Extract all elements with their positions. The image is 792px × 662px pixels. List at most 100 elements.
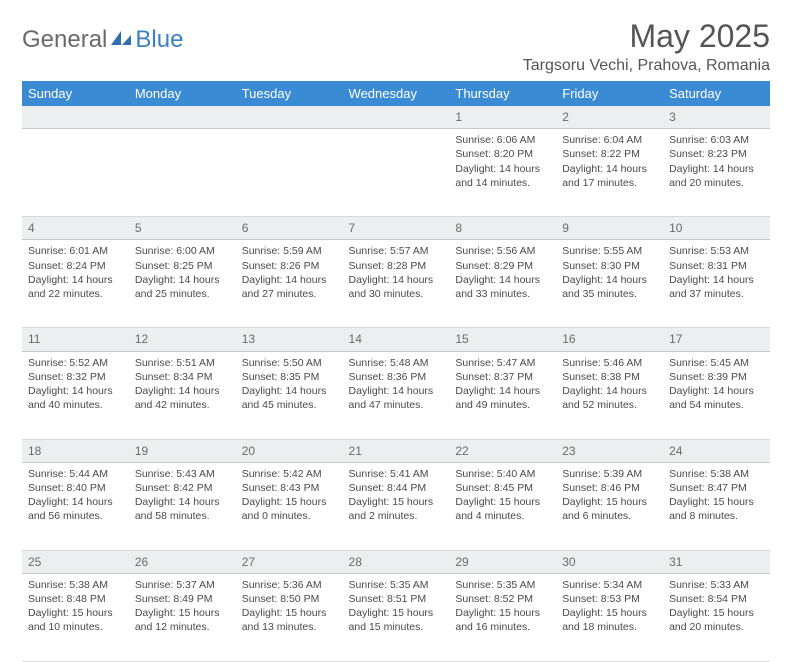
- sunrise-line: Sunrise: 5:34 AM: [562, 578, 657, 592]
- sunrise-line: Sunrise: 5:43 AM: [135, 467, 230, 481]
- day-detail-row: Sunrise: 6:01 AMSunset: 8:24 PMDaylight:…: [22, 240, 770, 328]
- day-detail-cell: [236, 129, 343, 217]
- daylight-line: Daylight: 15 hours and 10 minutes.: [28, 606, 123, 634]
- day-detail-cell: Sunrise: 5:53 AMSunset: 8:31 PMDaylight:…: [663, 240, 770, 328]
- sunrise-line: Sunrise: 6:00 AM: [135, 244, 230, 258]
- weekday-header: Sunday: [22, 81, 129, 106]
- weekday-header: Tuesday: [236, 81, 343, 106]
- daylight-line: Daylight: 14 hours and 22 minutes.: [28, 273, 123, 301]
- day-number-cell: 12: [129, 328, 236, 351]
- logo-text-general: General: [22, 26, 107, 54]
- sunset-line: Sunset: 8:46 PM: [562, 481, 657, 495]
- sunset-line: Sunset: 8:48 PM: [28, 592, 123, 606]
- day-detail-cell: Sunrise: 6:00 AMSunset: 8:25 PMDaylight:…: [129, 240, 236, 328]
- day-detail-cell: [22, 129, 129, 217]
- day-number-cell: 26: [129, 550, 236, 573]
- day-detail-cell: Sunrise: 5:44 AMSunset: 8:40 PMDaylight:…: [22, 462, 129, 550]
- sunrise-line: Sunrise: 5:56 AM: [455, 244, 550, 258]
- daylight-line: Daylight: 15 hours and 8 minutes.: [669, 495, 764, 523]
- sunset-line: Sunset: 8:45 PM: [455, 481, 550, 495]
- daylight-line: Daylight: 15 hours and 4 minutes.: [455, 495, 550, 523]
- day-detail-cell: Sunrise: 5:40 AMSunset: 8:45 PMDaylight:…: [449, 462, 556, 550]
- daylight-line: Daylight: 15 hours and 6 minutes.: [562, 495, 657, 523]
- sunrise-line: Sunrise: 5:50 AM: [242, 356, 337, 370]
- day-number-cell: 6: [236, 217, 343, 240]
- day-detail-cell: Sunrise: 5:50 AMSunset: 8:35 PMDaylight:…: [236, 351, 343, 439]
- sunset-line: Sunset: 8:40 PM: [28, 481, 123, 495]
- daylight-line: Daylight: 14 hours and 33 minutes.: [455, 273, 550, 301]
- sunrise-line: Sunrise: 5:59 AM: [242, 244, 337, 258]
- day-number-cell: [236, 106, 343, 129]
- day-detail-cell: [129, 129, 236, 217]
- sunset-line: Sunset: 8:22 PM: [562, 147, 657, 161]
- sunrise-line: Sunrise: 5:36 AM: [242, 578, 337, 592]
- day-detail-cell: Sunrise: 6:03 AMSunset: 8:23 PMDaylight:…: [663, 129, 770, 217]
- day-detail-cell: Sunrise: 5:36 AMSunset: 8:50 PMDaylight:…: [236, 573, 343, 661]
- sunset-line: Sunset: 8:49 PM: [135, 592, 230, 606]
- sunset-line: Sunset: 8:36 PM: [349, 370, 444, 384]
- sunset-line: Sunset: 8:44 PM: [349, 481, 444, 495]
- sunset-line: Sunset: 8:50 PM: [242, 592, 337, 606]
- day-number-cell: 30: [556, 550, 663, 573]
- day-detail-cell: Sunrise: 6:01 AMSunset: 8:24 PMDaylight:…: [22, 240, 129, 328]
- day-detail-cell: Sunrise: 5:45 AMSunset: 8:39 PMDaylight:…: [663, 351, 770, 439]
- day-detail-row: Sunrise: 5:38 AMSunset: 8:48 PMDaylight:…: [22, 573, 770, 661]
- sunrise-line: Sunrise: 5:46 AM: [562, 356, 657, 370]
- day-number-row: 123: [22, 106, 770, 129]
- day-detail-cell: Sunrise: 6:06 AMSunset: 8:20 PMDaylight:…: [449, 129, 556, 217]
- daylight-line: Daylight: 15 hours and 13 minutes.: [242, 606, 337, 634]
- sunset-line: Sunset: 8:39 PM: [669, 370, 764, 384]
- sunset-line: Sunset: 8:47 PM: [669, 481, 764, 495]
- daylight-line: Daylight: 14 hours and 49 minutes.: [455, 384, 550, 412]
- day-detail-cell: Sunrise: 5:51 AMSunset: 8:34 PMDaylight:…: [129, 351, 236, 439]
- sunset-line: Sunset: 8:38 PM: [562, 370, 657, 384]
- sunset-line: Sunset: 8:51 PM: [349, 592, 444, 606]
- day-number-row: 45678910: [22, 217, 770, 240]
- weekday-header: Wednesday: [343, 81, 450, 106]
- day-number-cell: 9: [556, 217, 663, 240]
- day-number-row: 18192021222324: [22, 439, 770, 462]
- day-number-cell: [22, 106, 129, 129]
- sunset-line: Sunset: 8:25 PM: [135, 259, 230, 273]
- day-number-cell: 31: [663, 550, 770, 573]
- day-number-cell: 17: [663, 328, 770, 351]
- day-number-cell: 2: [556, 106, 663, 129]
- day-number-cell: 5: [129, 217, 236, 240]
- day-number-cell: 1: [449, 106, 556, 129]
- daylight-line: Daylight: 15 hours and 18 minutes.: [562, 606, 657, 634]
- sunset-line: Sunset: 8:30 PM: [562, 259, 657, 273]
- day-number-cell: 8: [449, 217, 556, 240]
- day-number-row: 25262728293031: [22, 550, 770, 573]
- day-number-cell: 21: [343, 439, 450, 462]
- title-block: May 2025 Targsoru Vechi, Prahova, Romani…: [523, 18, 770, 75]
- sunrise-line: Sunrise: 5:40 AM: [455, 467, 550, 481]
- daylight-line: Daylight: 14 hours and 58 minutes.: [135, 495, 230, 523]
- month-title: May 2025: [523, 18, 770, 55]
- sunrise-line: Sunrise: 6:03 AM: [669, 133, 764, 147]
- day-detail-cell: Sunrise: 5:42 AMSunset: 8:43 PMDaylight:…: [236, 462, 343, 550]
- day-detail-cell: Sunrise: 5:46 AMSunset: 8:38 PMDaylight:…: [556, 351, 663, 439]
- day-number-cell: 7: [343, 217, 450, 240]
- sunrise-line: Sunrise: 5:45 AM: [669, 356, 764, 370]
- day-detail-cell: Sunrise: 5:55 AMSunset: 8:30 PMDaylight:…: [556, 240, 663, 328]
- sunrise-line: Sunrise: 6:04 AM: [562, 133, 657, 147]
- day-detail-cell: Sunrise: 5:41 AMSunset: 8:44 PMDaylight:…: [343, 462, 450, 550]
- header: General Blue May 2025 Targsoru Vechi, Pr…: [22, 18, 770, 75]
- sunrise-line: Sunrise: 5:42 AM: [242, 467, 337, 481]
- day-number-cell: 29: [449, 550, 556, 573]
- day-detail-cell: Sunrise: 5:35 AMSunset: 8:51 PMDaylight:…: [343, 573, 450, 661]
- sunrise-line: Sunrise: 5:47 AM: [455, 356, 550, 370]
- sunset-line: Sunset: 8:20 PM: [455, 147, 550, 161]
- day-number-cell: 27: [236, 550, 343, 573]
- sunrise-line: Sunrise: 5:38 AM: [669, 467, 764, 481]
- sunrise-line: Sunrise: 5:38 AM: [28, 578, 123, 592]
- logo: General Blue: [22, 26, 183, 54]
- day-detail-cell: Sunrise: 5:43 AMSunset: 8:42 PMDaylight:…: [129, 462, 236, 550]
- day-number-cell: 18: [22, 439, 129, 462]
- day-number-row: 11121314151617: [22, 328, 770, 351]
- sunset-line: Sunset: 8:28 PM: [349, 259, 444, 273]
- sunset-line: Sunset: 8:29 PM: [455, 259, 550, 273]
- day-number-cell: 4: [22, 217, 129, 240]
- sunset-line: Sunset: 8:54 PM: [669, 592, 764, 606]
- day-detail-row: Sunrise: 6:06 AMSunset: 8:20 PMDaylight:…: [22, 129, 770, 217]
